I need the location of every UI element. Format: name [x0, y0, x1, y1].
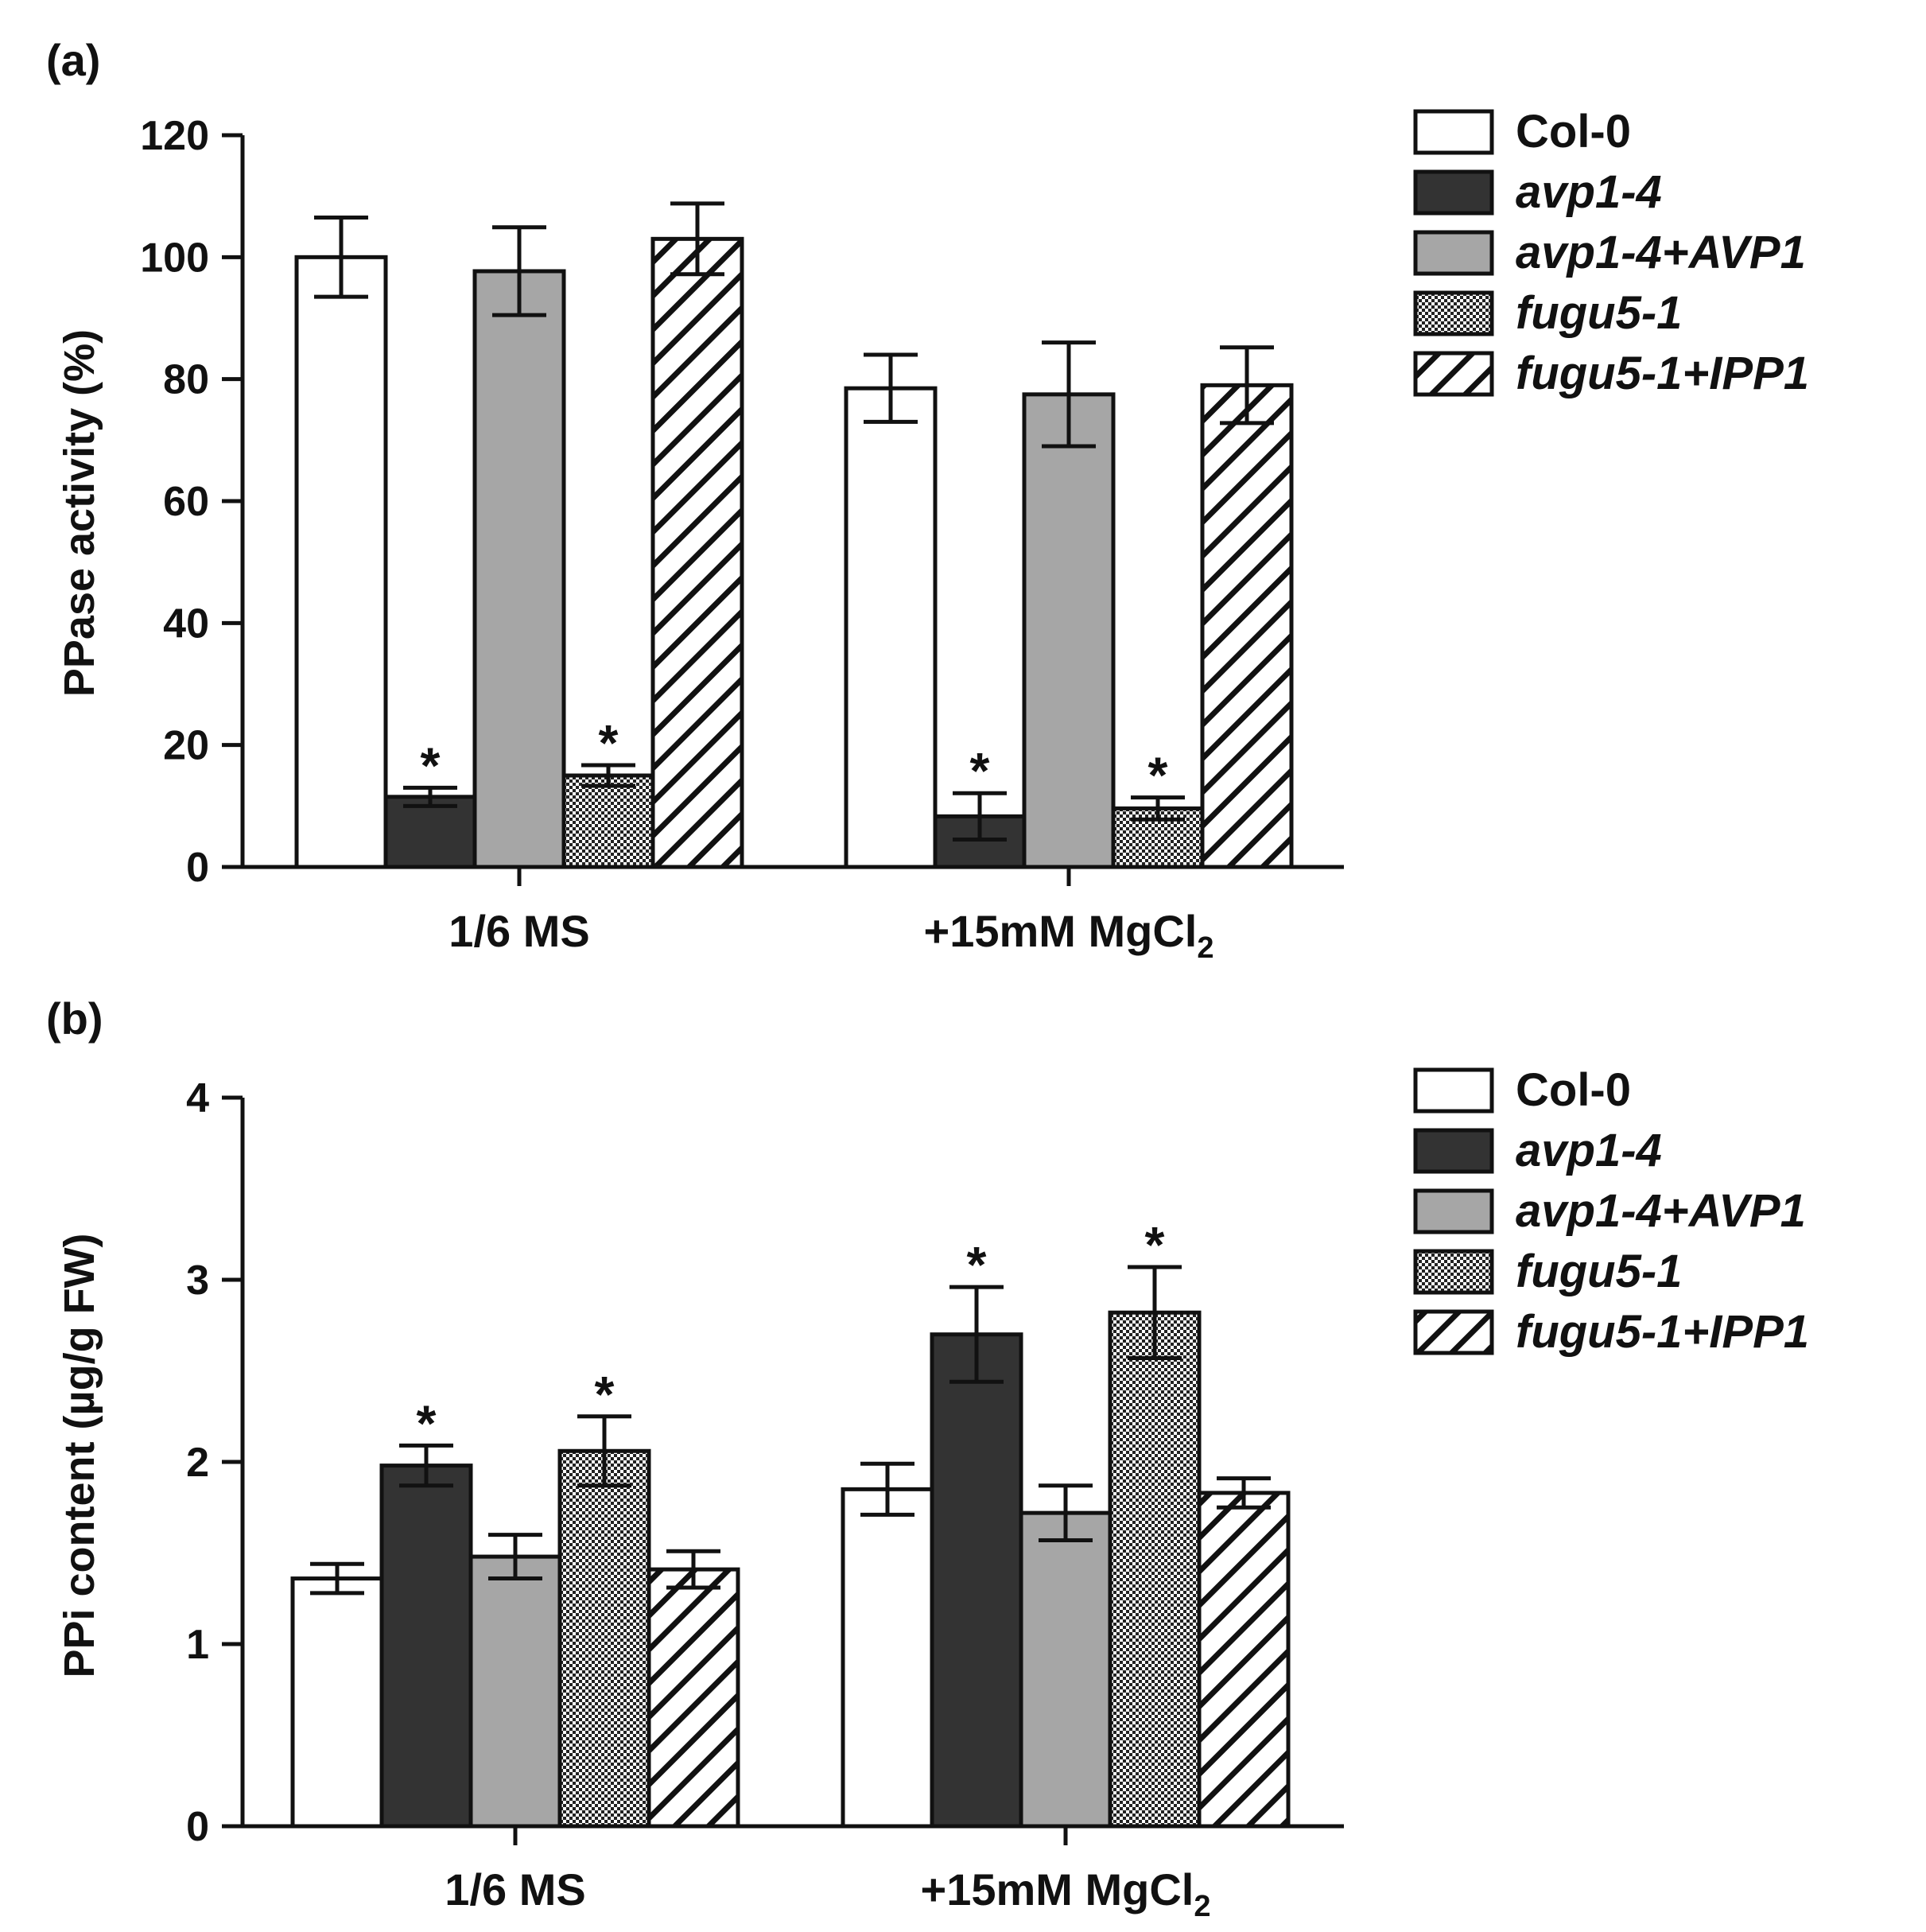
- bar-fugu5-1+IPP1-b: [647, 1567, 740, 1829]
- bar-fugu5-1+IPP1-a: [1200, 383, 1294, 869]
- x-category-label-a: 1/6 MS: [448, 906, 589, 956]
- y-axis-title-b: PPi content (µg/g FW): [56, 1233, 103, 1677]
- x-category-label-b: +15mM MgCl2: [921, 1864, 1211, 1923]
- error-bar-avp1-4+AVP1-b: [488, 1533, 542, 1581]
- error-bar-fugu5-1-a: [581, 763, 635, 788]
- bar-Col-0-a: [844, 386, 938, 869]
- bar-Col-0-b: [290, 1576, 384, 1829]
- y-tick-label-a: 40: [163, 601, 209, 647]
- bar-fugu5-1+IPP1-b: [1197, 1491, 1291, 1829]
- error-bar-fugu5-1+IPP1-b: [1217, 1476, 1271, 1510]
- legend-swatch-avp1-4: [1413, 169, 1494, 216]
- chart-panel-a: (a) PPase activity (%) 0 20 40 60 80 100 120 *…: [46, 35, 1809, 965]
- error-bar-avp1-4-b: [399, 1443, 453, 1488]
- y-tick-label-a: 120: [140, 113, 209, 159]
- panel-label-b: (b): [46, 993, 103, 1044]
- bar-avp1-4+AVP1-a: [472, 269, 566, 869]
- legend-label-fugu5-1: fugu5-1: [1516, 287, 1682, 339]
- bar-avp1-4-a: [383, 795, 477, 869]
- error-bar-fugu5-1-b: [577, 1414, 631, 1488]
- bar-avp1-4+AVP1-b: [1019, 1510, 1112, 1829]
- error-bar-fugu5-1+IPP1-a: [670, 201, 724, 277]
- chart-panel-b: (b) PPi content (µg/g FW) 0 1 2 3 4 * * * * 1/6…: [46, 993, 1809, 1923]
- error-bar-fugu5-1+IPP1-b: [666, 1549, 720, 1590]
- bar-avp1-4-b: [379, 1464, 473, 1829]
- y-tick-label-a: 60: [163, 479, 209, 525]
- legend-label-fugu5-1+IPP1: fugu5-1+IPP1: [1516, 1306, 1809, 1358]
- panel-label-a: (a): [46, 35, 100, 85]
- significance-star-b: *: [595, 1366, 615, 1423]
- bar-Col-0-b: [841, 1487, 934, 1829]
- legend-swatch-avp1-4+AVP1: [1413, 1188, 1494, 1234]
- significance-star-a: *: [1148, 747, 1168, 804]
- bar-avp1-4-b: [930, 1332, 1023, 1829]
- legend-label-avp1-4+AVP1: avp1-4+AVP1: [1516, 227, 1806, 278]
- legend-swatch-fugu5-1: [1413, 1249, 1494, 1295]
- y-axis-title-a: PPase activity (%): [56, 329, 103, 697]
- error-bar-fugu5-1-a: [1131, 795, 1185, 822]
- legend-swatch-Col-0: [1413, 109, 1494, 155]
- x-category-label-b: 1/6 MS: [445, 1864, 585, 1915]
- y-tick-label-b: 3: [186, 1258, 209, 1304]
- significance-star-b: *: [1145, 1216, 1165, 1273]
- y-tick-label-b: 1: [186, 1622, 209, 1668]
- error-bar-Col-0-a: [864, 352, 918, 424]
- legend-label-avp1-4: avp1-4: [1516, 166, 1662, 218]
- legend-label-Col-0: Col-0: [1516, 106, 1631, 157]
- error-bar-fugu5-1+IPP1-a: [1220, 345, 1274, 426]
- error-bar-avp1-4+AVP1-b: [1039, 1483, 1093, 1542]
- legend-swatch-fugu5-1: [1413, 290, 1494, 336]
- legend-swatch-fugu5-1+IPP1: [1413, 351, 1494, 397]
- legend-label-Col-0: Col-0: [1516, 1064, 1631, 1116]
- bar-fugu5-1-b: [557, 1448, 651, 1829]
- legend-a: Col-0 avp1-4 avp1-4+AVP1 fugu5-1 fugu5-1+IPP…: [1413, 106, 1809, 399]
- legend-swatch-fugu5-1+IPP1: [1413, 1309, 1494, 1355]
- y-tick-label-a: 80: [163, 357, 209, 403]
- error-bar-avp1-4-b: [949, 1285, 1004, 1384]
- significance-star-a: *: [599, 714, 619, 772]
- error-bar-avp1-4+AVP1-a: [492, 225, 546, 317]
- bar-fugu5-1+IPP1-a: [650, 236, 744, 869]
- significance-star-b: *: [967, 1236, 987, 1293]
- error-bar-avp1-4-a: [403, 785, 457, 808]
- legend-label-fugu5-1+IPP1: fugu5-1+IPP1: [1516, 348, 1809, 399]
- error-bar-avp1-4-a: [953, 791, 1007, 842]
- bar-Col-0-a: [294, 255, 388, 869]
- legend-label-avp1-4+AVP1: avp1-4+AVP1: [1516, 1185, 1806, 1237]
- bar-fugu5-1-b: [1108, 1310, 1202, 1829]
- bar-fugu5-1-a: [561, 773, 655, 869]
- significance-star-b: *: [417, 1394, 437, 1452]
- significance-star-a: *: [970, 742, 990, 799]
- error-bar-Col-0-b: [310, 1561, 364, 1596]
- error-bar-Col-0-b: [860, 1461, 914, 1517]
- legend-swatch-Col-0: [1413, 1067, 1494, 1114]
- bar-avp1-4+AVP1-a: [1022, 392, 1116, 869]
- y-tick-label-a: 0: [186, 845, 209, 891]
- y-tick-label-b: 2: [186, 1440, 209, 1486]
- x-category-label-a: +15mM MgCl2: [924, 906, 1214, 965]
- legend-b: Col-0 avp1-4 avp1-4+AVP1 fugu5-1 fugu5-1+IPP…: [1413, 1064, 1809, 1358]
- bar-avp1-4+AVP1-b: [468, 1554, 562, 1829]
- legend-swatch-avp1-4: [1413, 1128, 1494, 1174]
- error-bar-fugu5-1-b: [1128, 1265, 1182, 1360]
- y-tick-label-a: 20: [163, 723, 209, 769]
- error-bar-avp1-4+AVP1-a: [1042, 340, 1096, 449]
- y-tick-label-b: 0: [186, 1804, 209, 1850]
- y-tick-label-a: 100: [140, 235, 209, 281]
- y-tick-label-b: 4: [186, 1075, 209, 1121]
- error-bar-Col-0-a: [314, 216, 368, 299]
- legend-label-fugu5-1: fugu5-1: [1516, 1246, 1682, 1297]
- significance-star-a: *: [421, 737, 441, 794]
- legend-label-avp1-4: avp1-4: [1516, 1125, 1662, 1176]
- legend-swatch-avp1-4+AVP1: [1413, 230, 1494, 276]
